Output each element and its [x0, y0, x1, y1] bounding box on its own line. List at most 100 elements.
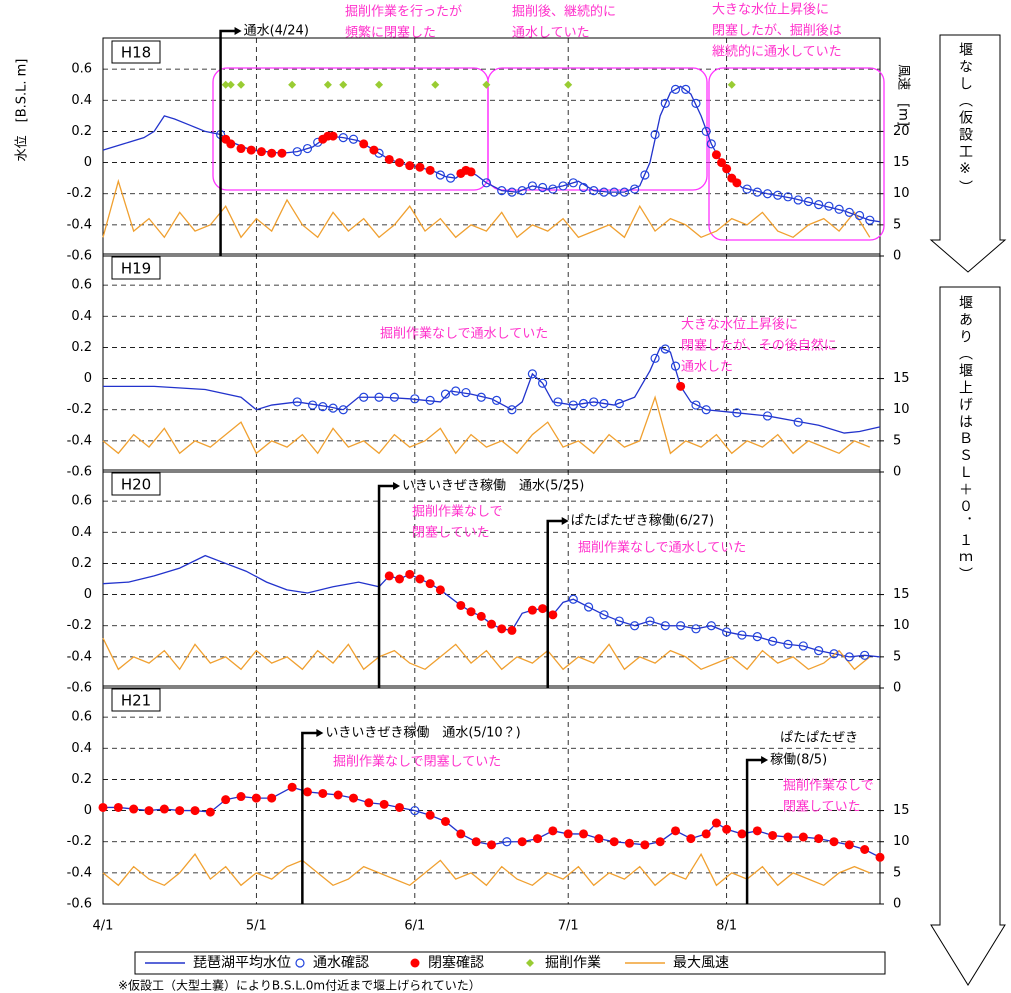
chart: 水位 [B.S.L. m] 風速 [m] ※仮設工（大型土嚢）によりB.S.L.… — [0, 0, 1011, 993]
dig-marker — [431, 81, 439, 89]
event-label: 通水(4/24) — [244, 24, 309, 39]
event-arrowhead — [562, 517, 569, 525]
annotation: 継続的に通水していた — [712, 44, 842, 60]
y-tick-label: -0.4 — [67, 217, 92, 232]
y2-axis-label: 風速 [m] — [896, 64, 911, 126]
closed-marker — [160, 805, 169, 814]
annotation: 掘削作業なしで — [783, 778, 874, 794]
level-line — [103, 347, 880, 433]
legend-label: 閉塞確認 — [428, 955, 484, 971]
closed-marker — [395, 575, 404, 584]
dig-marker — [728, 81, 736, 89]
closed-marker — [237, 792, 246, 801]
event-label: いきいきぜき稼働 通水(5/10？) — [325, 726, 520, 741]
closed-marker — [533, 834, 542, 843]
y-tick-label: 0.4 — [71, 309, 92, 324]
annotation: 閉塞したが、掘削後は — [712, 24, 842, 39]
closed-marker — [518, 837, 527, 846]
event-label: ぱたぱたぜき — [780, 731, 858, 746]
y-tick-label: 0.4 — [71, 525, 92, 540]
closed-marker — [426, 579, 435, 588]
y2-tick-label: 0 — [893, 465, 901, 480]
group-box — [709, 68, 884, 240]
closed-marker — [303, 787, 312, 796]
annotation: 掘削作業なしで — [412, 504, 503, 520]
closed-marker — [829, 837, 838, 846]
closed-marker — [783, 833, 792, 842]
closed-marker — [671, 826, 680, 835]
event-arrowhead — [761, 756, 768, 764]
closed-marker — [385, 155, 394, 164]
x-tick-label: 7/1 — [558, 919, 579, 934]
closed-marker — [226, 139, 235, 148]
annotation: 大きな水位上昇後に — [712, 3, 829, 18]
y2-tick-label: 5 — [893, 649, 901, 664]
x-tick-label: 6/1 — [404, 919, 425, 934]
y2-tick-label: 15 — [893, 587, 910, 602]
dig-marker — [324, 81, 332, 89]
y-tick-label: 0.2 — [71, 124, 92, 139]
y-tick-label: 0 — [84, 371, 92, 386]
closed-marker — [247, 146, 256, 155]
closed-marker — [477, 612, 486, 621]
closed-marker — [860, 845, 869, 854]
event-label: 稼働(8/5) — [770, 753, 827, 768]
closed-marker — [737, 829, 746, 838]
closed-marker — [257, 147, 266, 156]
side-note: 堰なし（仮設工※） — [957, 42, 973, 242]
legend-label: 琵琶湖平均水位 — [193, 955, 291, 971]
y-tick-label: 0 — [84, 803, 92, 818]
y-tick-label: 0.2 — [71, 556, 92, 571]
closed-marker — [528, 606, 537, 615]
annotation: 掘削作業なしで通水していた — [380, 326, 548, 342]
y-tick-label: -0.4 — [67, 433, 92, 448]
annotation: 大きな水位上昇後に — [681, 318, 798, 333]
event-arrow — [302, 733, 318, 904]
wind-line — [103, 638, 870, 669]
closed-marker — [334, 791, 343, 800]
closed-marker — [99, 803, 108, 812]
closed-marker — [799, 833, 808, 842]
annotation: 掘削後、継続的に — [512, 4, 616, 20]
y-tick-label: -0.6 — [67, 897, 92, 912]
closed-marker — [252, 794, 261, 803]
dig-marker — [482, 81, 490, 89]
closed-marker — [548, 610, 557, 619]
side-note: 堰あり（堰上げはＢＳＬ＋０．１ｍ） — [957, 295, 973, 925]
closed-marker — [722, 164, 731, 173]
closed-marker — [129, 805, 138, 814]
legend-label: 掘削作業 — [545, 955, 601, 971]
closed-marker — [702, 829, 711, 838]
y-tick-label: 0.2 — [71, 340, 92, 355]
y-tick-label: -0.6 — [67, 249, 92, 264]
y-tick-label: -0.4 — [67, 649, 92, 664]
y2-tick-label: 5 — [893, 217, 901, 232]
closed-marker — [487, 620, 496, 629]
legend-marker — [411, 959, 420, 968]
y-tick-label: 0.6 — [71, 710, 92, 725]
closed-marker — [579, 829, 588, 838]
y-tick-label: -0.2 — [67, 402, 92, 417]
x-tick-label: 5/1 — [246, 919, 267, 934]
closed-marker — [753, 826, 762, 835]
closed-marker — [507, 626, 516, 635]
level-line — [103, 556, 880, 657]
dig-marker — [375, 81, 383, 89]
closed-marker — [441, 817, 450, 826]
panel-title: H19 — [121, 260, 151, 278]
event-arrowhead — [316, 729, 323, 737]
annotation: 通水していた — [512, 26, 590, 41]
closed-marker — [395, 158, 404, 167]
legend-label: 最大風速 — [673, 955, 729, 971]
panel-title: H21 — [121, 692, 151, 710]
event-arrow — [379, 486, 395, 688]
closed-marker — [405, 570, 414, 579]
closed-marker — [548, 826, 557, 835]
group-box — [488, 68, 707, 190]
closed-marker — [415, 163, 424, 172]
event-arrowhead — [235, 27, 242, 35]
closed-marker — [267, 149, 276, 158]
y2-tick-label: 15 — [893, 371, 910, 386]
closed-marker — [467, 167, 476, 176]
group-box — [213, 68, 488, 190]
